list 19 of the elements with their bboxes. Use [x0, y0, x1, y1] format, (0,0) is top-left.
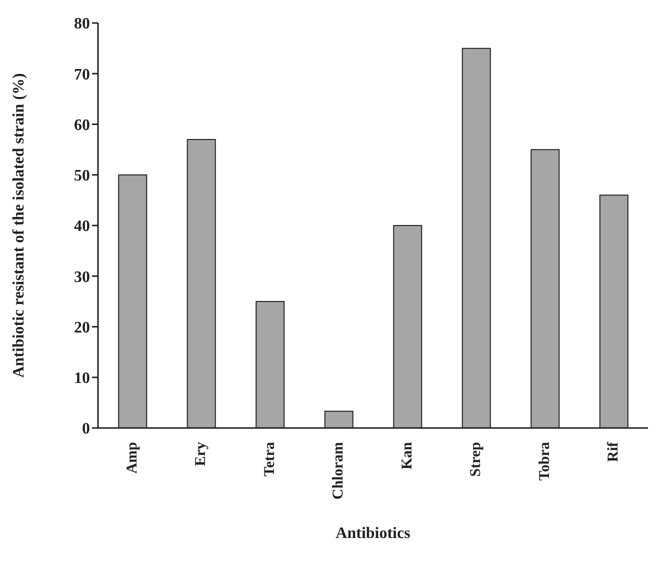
x-tick-label: Chloram	[330, 442, 347, 500]
y-tick-label: 80	[74, 16, 90, 33]
x-axis-title: Antibiotics	[336, 525, 410, 542]
y-tick-label: 20	[74, 319, 90, 336]
y-tick-label: 30	[74, 268, 90, 286]
y-tick-label: 10	[74, 370, 90, 388]
x-tick-label: Tobra	[536, 442, 553, 481]
x-tick-label: Amp	[124, 442, 140, 474]
y-tick-label: 0	[82, 420, 90, 438]
x-tick-label: Ery	[193, 442, 210, 466]
y-tick-label: 70	[74, 66, 90, 84]
x-tick-label: Kan	[399, 441, 416, 470]
y-axis-title: Antibiotic resistant of the isolated strain (%)	[10, 73, 28, 378]
x-tick-label: Tetra	[262, 442, 278, 476]
y-tick-label: 40	[74, 218, 90, 236]
x-tick-label: Strep	[468, 442, 484, 477]
x-tick-label: Rif	[606, 441, 622, 462]
y-tick-label: 60	[74, 116, 90, 134]
y-tick-label: 50	[74, 168, 90, 185]
